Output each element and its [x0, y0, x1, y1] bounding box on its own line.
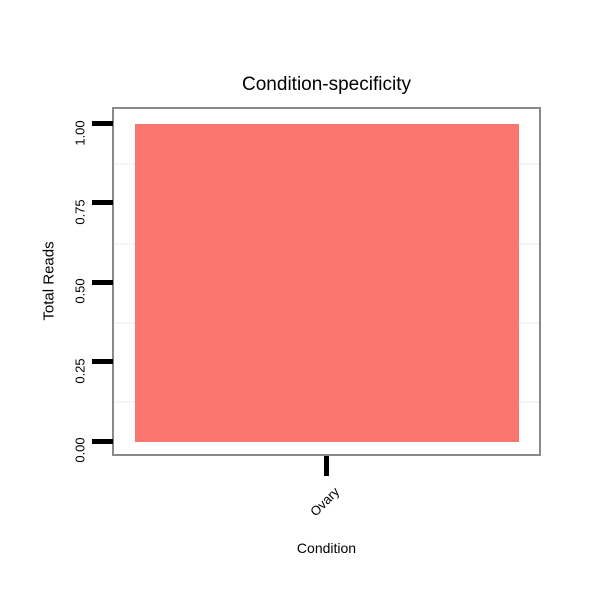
y-axis-tick — [92, 359, 113, 364]
y-tick-label: 0.75 — [72, 199, 88, 225]
chart-title: Condition-specificity — [242, 74, 411, 95]
plot-panel — [112, 107, 541, 456]
x-axis-title: Condition — [296, 540, 357, 556]
y-axis-tick — [92, 200, 113, 205]
y-axis-title: Total Reads — [40, 241, 58, 321]
y-axis-tick — [92, 280, 113, 285]
y-tick-label: 0.25 — [72, 358, 88, 384]
y-tick-label: 1.00 — [72, 120, 88, 146]
x-axis-tick — [324, 456, 329, 476]
x-tick-label-ovary: Ovary — [307, 484, 343, 520]
y-axis-tick — [92, 439, 113, 444]
y-axis-tick — [92, 121, 113, 126]
bar-ovary — [135, 124, 519, 442]
y-tick-label: 0.50 — [72, 278, 88, 304]
y-tick-label: 0.00 — [72, 437, 88, 463]
